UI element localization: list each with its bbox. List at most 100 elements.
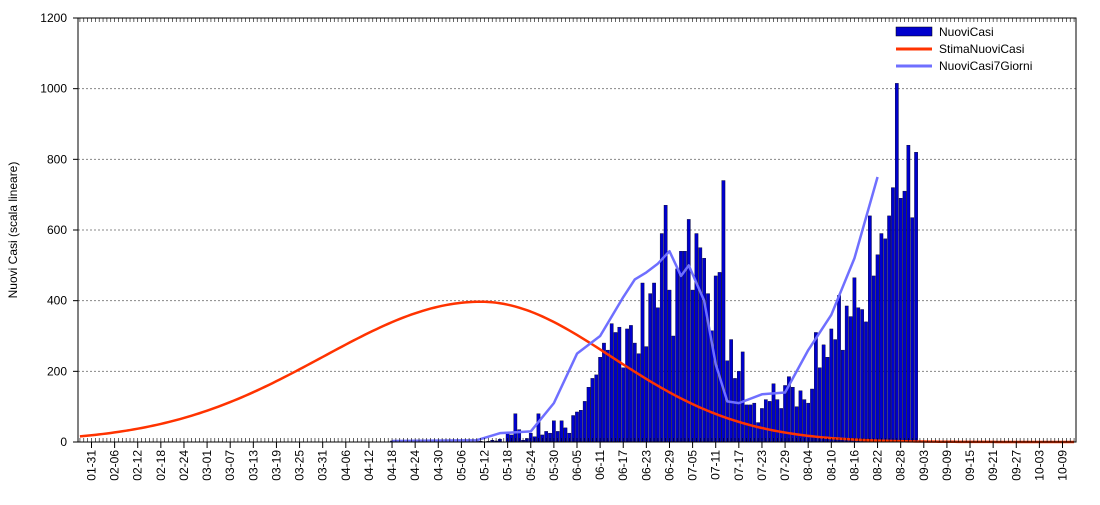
x-tick-label: 09-27: [1009, 450, 1023, 481]
bar: [602, 343, 605, 442]
bar: [822, 345, 825, 442]
bar: [907, 145, 910, 442]
x-tick-label: 01-31: [84, 450, 98, 481]
x-tick-label: 05-06: [454, 450, 468, 481]
x-tick-label: 04-18: [385, 450, 399, 481]
x-tick-label: 05-24: [524, 450, 538, 481]
bar: [760, 408, 763, 442]
bar: [834, 340, 837, 442]
x-tick-label: 03-13: [246, 450, 260, 481]
bar: [691, 290, 694, 442]
bar: [664, 205, 667, 442]
bar: [672, 336, 675, 442]
bar: [579, 410, 582, 442]
x-tick-label: 07-05: [686, 450, 700, 481]
bar: [591, 378, 594, 442]
bar: [764, 400, 767, 442]
y-tick-label: 600: [47, 223, 67, 237]
y-tick-label: 800: [47, 152, 67, 166]
bar: [914, 152, 917, 442]
y-tick-label: 1000: [40, 82, 67, 96]
bar: [622, 368, 625, 442]
x-tick-label: 03-01: [200, 450, 214, 481]
x-tick-label: 02-24: [177, 450, 191, 481]
x-tick-label: 03-19: [269, 450, 283, 481]
y-axis-label: Nuovi Casi (scala lineare): [6, 162, 20, 299]
bar: [899, 198, 902, 442]
bar: [695, 234, 698, 442]
x-tick-label: 09-03: [917, 450, 931, 481]
bar: [861, 310, 864, 443]
bar: [652, 283, 655, 442]
bar: [610, 324, 613, 442]
legend-label-nuovicasi7giorni: NuoviCasi7Giorni: [939, 59, 1032, 73]
bar: [629, 325, 632, 442]
bar: [641, 283, 644, 442]
bar: [668, 290, 671, 442]
bar: [637, 354, 640, 442]
bar: [537, 414, 540, 442]
bar: [795, 407, 798, 442]
bar: [737, 371, 740, 442]
x-tick-label: 09-21: [986, 450, 1000, 481]
y-tick-label: 200: [47, 364, 67, 378]
bar: [841, 350, 844, 442]
bar: [849, 317, 852, 442]
bar: [810, 389, 813, 442]
x-tick-label: 04-06: [339, 450, 353, 481]
x-tick-label: 07-11: [709, 450, 723, 480]
bar: [606, 350, 609, 442]
bar: [660, 234, 663, 442]
x-tick-label: 04-12: [362, 450, 376, 481]
bar: [776, 400, 779, 442]
legend-label-nuovicasi: NuoviCasi: [939, 25, 994, 39]
bar: [814, 332, 817, 442]
bar: [722, 181, 725, 442]
bar: [853, 278, 856, 442]
x-tick-label: 03-31: [316, 450, 330, 481]
bar: [676, 269, 679, 442]
bar: [575, 412, 578, 442]
bar: [645, 347, 648, 442]
bar: [903, 191, 906, 442]
x-tick-label: 03-25: [293, 450, 307, 481]
bar: [884, 239, 887, 442]
bar: [649, 294, 652, 442]
bar: [633, 343, 636, 442]
bar: [864, 322, 867, 442]
bar: [679, 251, 682, 442]
bar: [911, 218, 914, 442]
x-tick-label: 04-24: [408, 450, 422, 481]
bar: [733, 378, 736, 442]
x-tick-label: 08-16: [847, 450, 861, 481]
bar: [857, 308, 860, 442]
x-tick-label: 10-03: [1032, 450, 1046, 481]
bar: [768, 401, 771, 442]
legend-swatch-nuovicasi: [896, 27, 932, 36]
bar: [830, 329, 833, 442]
legend: NuoviCasi StimaNuoviCasi NuoviCasi7Giorn…: [896, 25, 1032, 73]
x-tick-label: 02-12: [131, 450, 145, 481]
bar: [895, 83, 898, 442]
bar: [818, 368, 821, 442]
bar: [741, 352, 744, 442]
bar: [826, 357, 829, 442]
x-tick-label: 03-07: [223, 450, 237, 481]
bar: [687, 219, 690, 442]
legend-label-stimanuovicasi: StimaNuoviCasi: [939, 42, 1024, 56]
x-tick-label: 08-04: [801, 450, 815, 481]
axis-ticks: [73, 18, 1074, 448]
x-tick-label: 06-05: [570, 450, 584, 481]
bar-series: [390, 83, 917, 442]
bar: [699, 248, 702, 442]
bar: [837, 295, 840, 442]
x-tick-label: 07-17: [732, 450, 746, 481]
bar: [845, 306, 848, 442]
bar: [587, 387, 590, 442]
bar: [625, 329, 628, 442]
x-tick-label: 05-30: [547, 450, 561, 481]
y-tick-label: 1200: [40, 11, 67, 25]
